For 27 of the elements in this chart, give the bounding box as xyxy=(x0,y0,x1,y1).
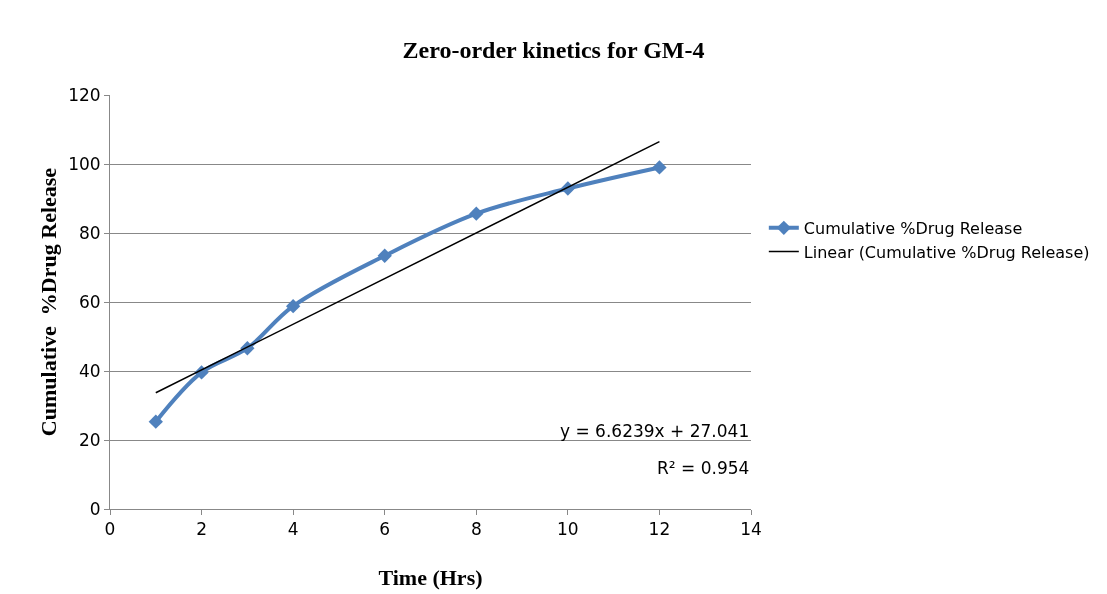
x-tick-label: 14 xyxy=(740,519,762,540)
chart-title: Zero-order kinetics for GM-4 xyxy=(402,37,705,64)
y-tick-label: 100 xyxy=(68,153,101,174)
annotation: R² = 0.954 xyxy=(657,458,750,478)
x-tick-label: 4 xyxy=(287,519,299,540)
x-tick-label: 8 xyxy=(470,519,482,540)
y-tick-label: 20 xyxy=(78,429,101,450)
x-tick-label: 0 xyxy=(104,519,116,540)
point xyxy=(148,414,163,429)
point xyxy=(652,160,667,175)
x-tick-label: 10 xyxy=(557,519,579,540)
y-tick-label: 40 xyxy=(78,360,101,381)
y-tick-label: 80 xyxy=(78,222,101,243)
legend-label: Cumulative %Drug Release xyxy=(803,219,1023,239)
x-axis-title: Time (Hrs) xyxy=(378,565,483,590)
point xyxy=(469,206,484,221)
x-tick-label: 12 xyxy=(648,519,671,540)
x-tick-label: 6 xyxy=(379,519,391,540)
y-tick-label: 120 xyxy=(68,84,101,105)
y-axis-title: Cumulative %Drug Release xyxy=(36,167,61,437)
x-tick-label: 2 xyxy=(196,519,207,540)
legend-label: Linear (Cumulative %Drug Release) xyxy=(803,242,1090,262)
point xyxy=(377,248,392,263)
y-tick-label: 0 xyxy=(89,498,101,519)
y-tick-label: 60 xyxy=(78,291,101,312)
annotation: y = 6.6239x + 27.041 xyxy=(560,421,750,441)
point xyxy=(285,298,301,314)
